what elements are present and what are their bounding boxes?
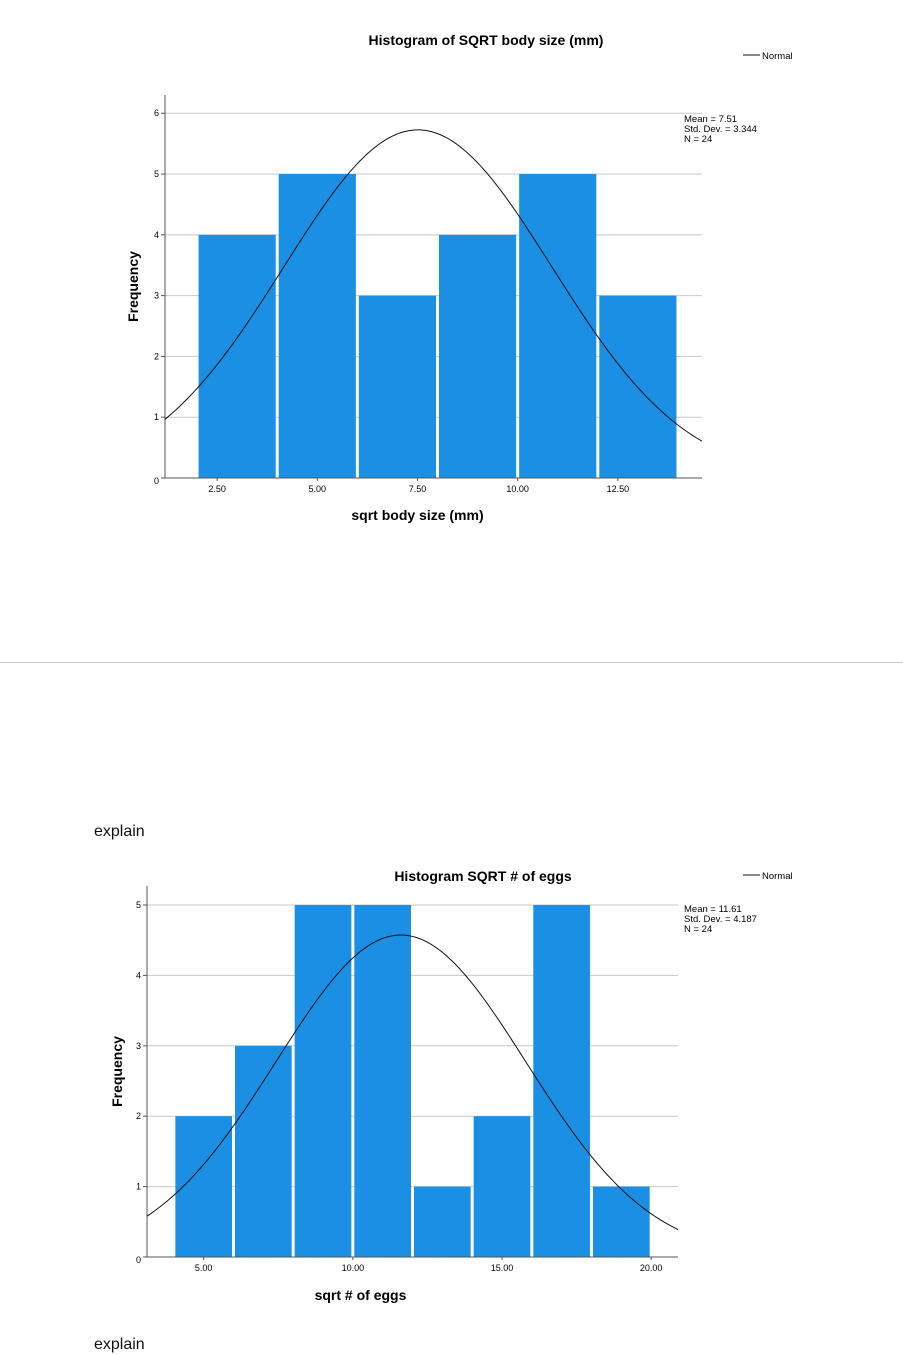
x-tick-label: 10.00 — [506, 484, 529, 494]
histogram-bar — [235, 1045, 292, 1257]
histogram-bar — [592, 1186, 650, 1257]
stat-label: Mean = 11.61 — [684, 904, 742, 915]
histogram-bar — [439, 234, 517, 478]
histogram-bar — [533, 905, 590, 1257]
stat-label: Std. Dev. = 4.187 — [684, 914, 757, 925]
histogram-bar — [414, 1186, 471, 1257]
histogram-bar — [278, 174, 356, 479]
x-axis-title: sqrt body size (mm) — [351, 507, 483, 523]
y-axis-title: Frequency — [109, 1036, 125, 1107]
chart-title: Histogram of SQRT body size (mm) — [369, 32, 604, 48]
explain-text-1: explain — [94, 823, 145, 840]
explain-text-2: explain — [94, 1336, 145, 1353]
y-tick-label: 0 — [154, 476, 159, 486]
y-tick-label: 5 — [154, 169, 159, 179]
y-tick-label: 4 — [136, 970, 141, 980]
x-tick-label: 7.50 — [409, 484, 427, 494]
y-tick-label: 3 — [154, 291, 159, 301]
stat-label: Mean = 7.51 — [684, 114, 737, 125]
histogram-bar — [294, 905, 352, 1257]
y-tick-label: 1 — [154, 412, 159, 422]
y-tick-label: 3 — [136, 1041, 141, 1051]
x-tick-label: 20.00 — [640, 1263, 663, 1273]
normal-curve — [164, 129, 703, 442]
y-tick-label: 2 — [136, 1111, 141, 1121]
stat-label: N = 24 — [684, 134, 712, 145]
histogram-bar — [358, 295, 437, 478]
y-tick-label: 5 — [136, 900, 141, 910]
histogram-bar — [354, 905, 411, 1257]
histogram-eggs-chart: Histogram SQRT # of eggs 0 1 2 3 4 5 5.00 10.00 1… — [109, 868, 793, 1303]
y-axis-title: Frequency — [125, 251, 141, 322]
page-divider — [0, 662, 903, 663]
y-tick-label: 6 — [154, 108, 159, 118]
y-tick-label: 2 — [154, 351, 159, 361]
y-tick-label: 4 — [154, 230, 159, 240]
chart-title: Histogram SQRT # of eggs — [394, 868, 572, 884]
stat-label: N = 24 — [684, 924, 712, 935]
x-axis-title: sqrt # of eggs — [315, 1287, 407, 1303]
histogram-bar — [175, 1116, 233, 1257]
histogram-bar — [519, 174, 597, 479]
x-tick-label: 12.50 — [607, 484, 630, 494]
y-tick-label: 1 — [136, 1182, 141, 1192]
histogram-bar — [198, 234, 276, 478]
x-tick-label: 10.00 — [342, 1263, 365, 1273]
legend-label: Normal — [762, 51, 793, 62]
histogram-body-size-chart: Histogram of SQRT body size (mm) 0 1 2 3 4 5 6 2… — [125, 32, 793, 523]
x-tick-label: 15.00 — [491, 1263, 514, 1273]
histogram-bar — [473, 1116, 531, 1257]
normal-curve — [146, 934, 679, 1230]
y-tick-label: 0 — [136, 1255, 141, 1265]
stat-label: Std. Dev. = 3.344 — [684, 124, 757, 135]
legend-label: Normal — [762, 871, 793, 882]
x-tick-label: 5.00 — [195, 1263, 213, 1273]
x-tick-label: 2.50 — [208, 484, 226, 494]
x-tick-label: 5.00 — [309, 484, 327, 494]
